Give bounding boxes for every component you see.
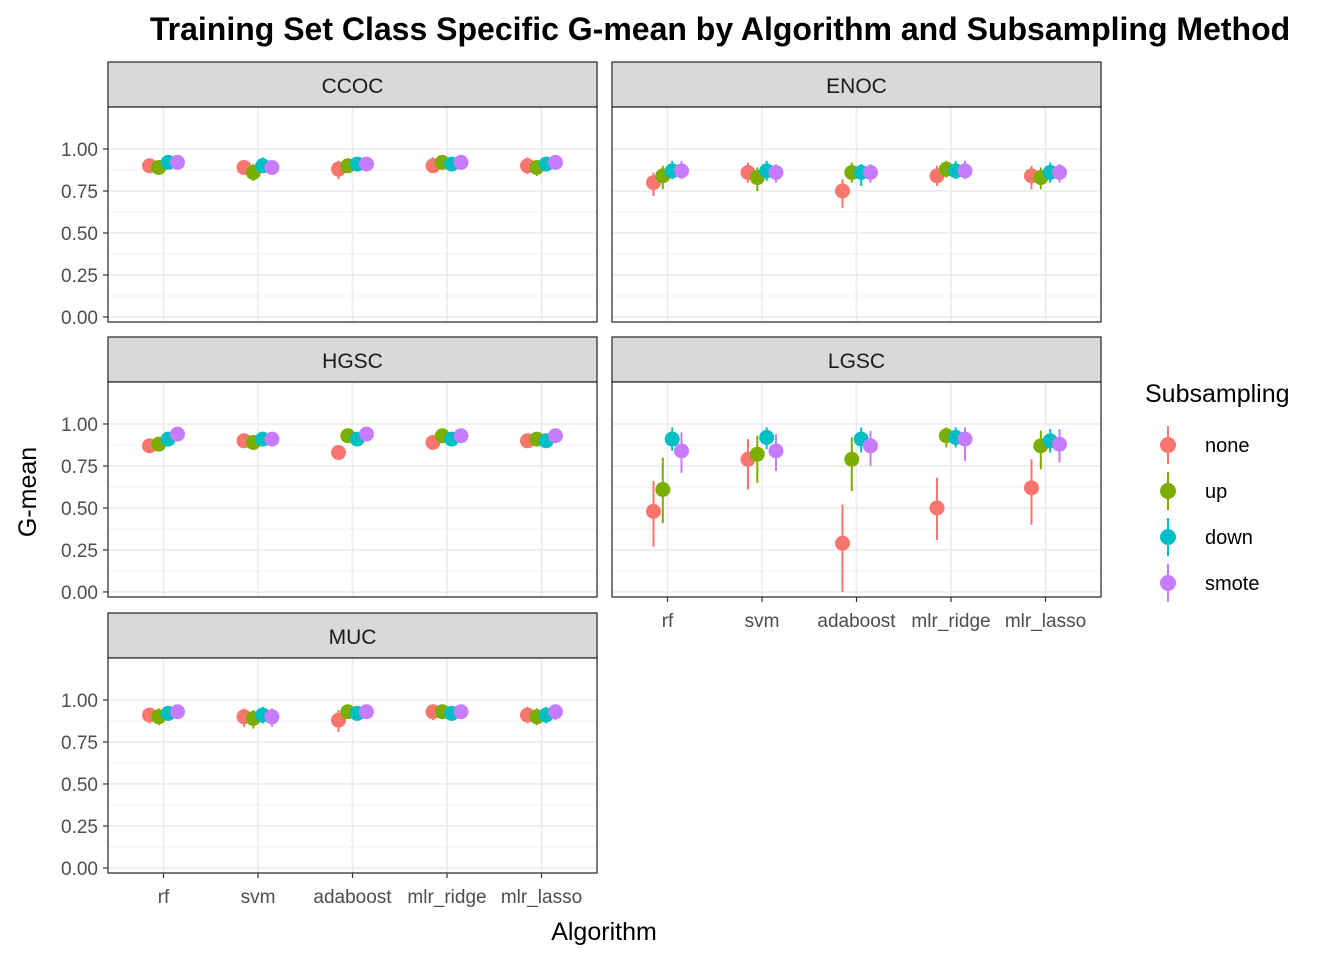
chart-title: Training Set Class Specific G-mean by Al…: [150, 11, 1290, 47]
point-up-adaboost: [844, 451, 860, 467]
point-smote-adaboost: [359, 704, 374, 720]
y-tick-label: 0.75: [61, 182, 98, 203]
x-tick-label: mlr_lasso: [501, 887, 582, 908]
y-tick-label: 0.00: [61, 308, 98, 329]
facet-strip: [107, 612, 598, 659]
point-down-svm: [759, 429, 775, 445]
point-smote-mlr_lasso: [1052, 165, 1067, 181]
y-tick-label: 0.50: [61, 224, 98, 245]
point-smote-rf: [674, 443, 689, 459]
point-smote-mlr_ridge: [453, 428, 469, 444]
facet-strip-label: LGSC: [828, 350, 885, 373]
point-smote-mlr_ridge: [957, 431, 973, 447]
point-smote-svm: [768, 443, 784, 459]
point-none-rf: [646, 503, 661, 519]
point-up-rf: [655, 482, 671, 497]
legend-key-point: [1160, 575, 1176, 591]
y-tick-label: 0.75: [61, 733, 98, 754]
point-smote-mlr_ridge: [453, 704, 469, 720]
point-smote-mlr_lasso: [548, 154, 563, 170]
point-smote-svm: [264, 159, 280, 175]
x-tick-label: adaboost: [817, 611, 896, 632]
x-tick-label: mlr_lasso: [1005, 611, 1086, 632]
point-smote-mlr_ridge: [453, 154, 469, 170]
x-tick-label: adaboost: [313, 887, 392, 908]
x-tick-label: svm: [241, 887, 276, 908]
panel-border: [611, 106, 1102, 323]
point-smote-adaboost: [359, 426, 374, 442]
legend-item-down: down: [1148, 517, 1253, 557]
x-tick-label: svm: [745, 611, 780, 632]
legend-key-point: [1160, 529, 1176, 545]
legend-item-none: none: [1148, 425, 1250, 465]
point-none-adaboost: [835, 183, 850, 199]
point-smote-mlr_lasso: [548, 704, 563, 720]
point-smote-svm: [264, 709, 280, 725]
point-smote-rf: [674, 163, 689, 179]
point-smote-rf: [170, 704, 185, 720]
panel-border: [107, 106, 598, 323]
point-smote-adaboost: [863, 438, 878, 454]
facet-strip-label: MUC: [329, 626, 377, 649]
y-tick-label: 1.00: [61, 140, 98, 161]
point-smote-adaboost: [863, 165, 878, 181]
y-tick-label: 1.00: [61, 691, 98, 712]
point-smote-mlr_lasso: [1052, 436, 1067, 452]
point-smote-rf: [170, 426, 185, 442]
facet-strip: [107, 61, 598, 108]
y-tick-label: 0.75: [61, 457, 98, 478]
facet-strip-label: HGSC: [322, 350, 383, 373]
legend: Subsampling none up down smote: [1145, 380, 1290, 603]
point-none-mlr_lasso: [1024, 480, 1039, 496]
x-tick-label: rf: [158, 887, 170, 908]
y-tick-label: 0.00: [61, 583, 98, 604]
panel-border: [107, 381, 598, 598]
legend-title: Subsampling: [1145, 380, 1290, 408]
point-up-svm: [749, 446, 765, 462]
y-tick-label: 0.50: [61, 775, 98, 796]
legend-item-up: up: [1148, 471, 1227, 511]
legend-key-point: [1160, 437, 1176, 453]
point-smote-svm: [264, 431, 280, 447]
y-tick-label: 0.25: [61, 817, 98, 838]
y-tick-label: 0.25: [61, 266, 98, 287]
legend-label: smote: [1205, 573, 1259, 595]
point-none-mlr_ridge: [929, 500, 945, 516]
panels-layer: CCOC 0.00 0.25 0.50 0.75 1.00 ENOC HGSC 0.00 0.25…: [61, 61, 1102, 908]
point-smote-mlr_lasso: [548, 428, 563, 444]
point-none-adaboost: [835, 535, 850, 551]
point-smote-adaboost: [359, 156, 374, 172]
y-tick-label: 0.50: [61, 499, 98, 520]
y-tick-label: 1.00: [61, 415, 98, 436]
facet-panel-lgsc: LGSC rf svm adaboost mlr_ridge mlr_lasso: [611, 336, 1102, 632]
legend-label: none: [1205, 435, 1250, 457]
x-tick-label: rf: [662, 611, 674, 632]
facet-strip-label: ENOC: [826, 75, 887, 98]
legend-key-point: [1160, 483, 1176, 499]
legend-label: down: [1205, 527, 1253, 549]
x-axis-title: Algorithm: [551, 918, 657, 946]
facet-panel-ccoc: CCOC 0.00 0.25 0.50 0.75 1.00: [61, 61, 598, 329]
facet-strip: [107, 336, 598, 383]
x-tick-label: mlr_ridge: [407, 887, 486, 908]
facet-strip: [611, 336, 1102, 383]
legend-items: none up down smote: [1148, 425, 1259, 603]
legend-label: up: [1205, 481, 1227, 503]
facet-panel-hgsc: HGSC 0.00 0.25 0.50 0.75 1.00: [61, 336, 598, 604]
facet-panel-muc: MUC 0.00 0.25 0.50 0.75 1.00 rf svm adaboost mlr_…: [61, 612, 598, 908]
x-tick-label: mlr_ridge: [911, 611, 990, 632]
point-smote-mlr_ridge: [957, 163, 973, 179]
y-tick-label: 0.00: [61, 859, 98, 880]
point-smote-rf: [170, 154, 185, 170]
y-tick-label: 0.25: [61, 541, 98, 562]
y-axis-title: G-mean: [14, 447, 42, 537]
point-none-adaboost: [331, 445, 346, 461]
facet-strip-label: CCOC: [322, 75, 384, 98]
point-smote-svm: [768, 165, 784, 181]
point-down-rf: [664, 431, 680, 447]
legend-item-smote: smote: [1148, 563, 1259, 603]
facet-panel-enoc: ENOC: [611, 61, 1102, 323]
